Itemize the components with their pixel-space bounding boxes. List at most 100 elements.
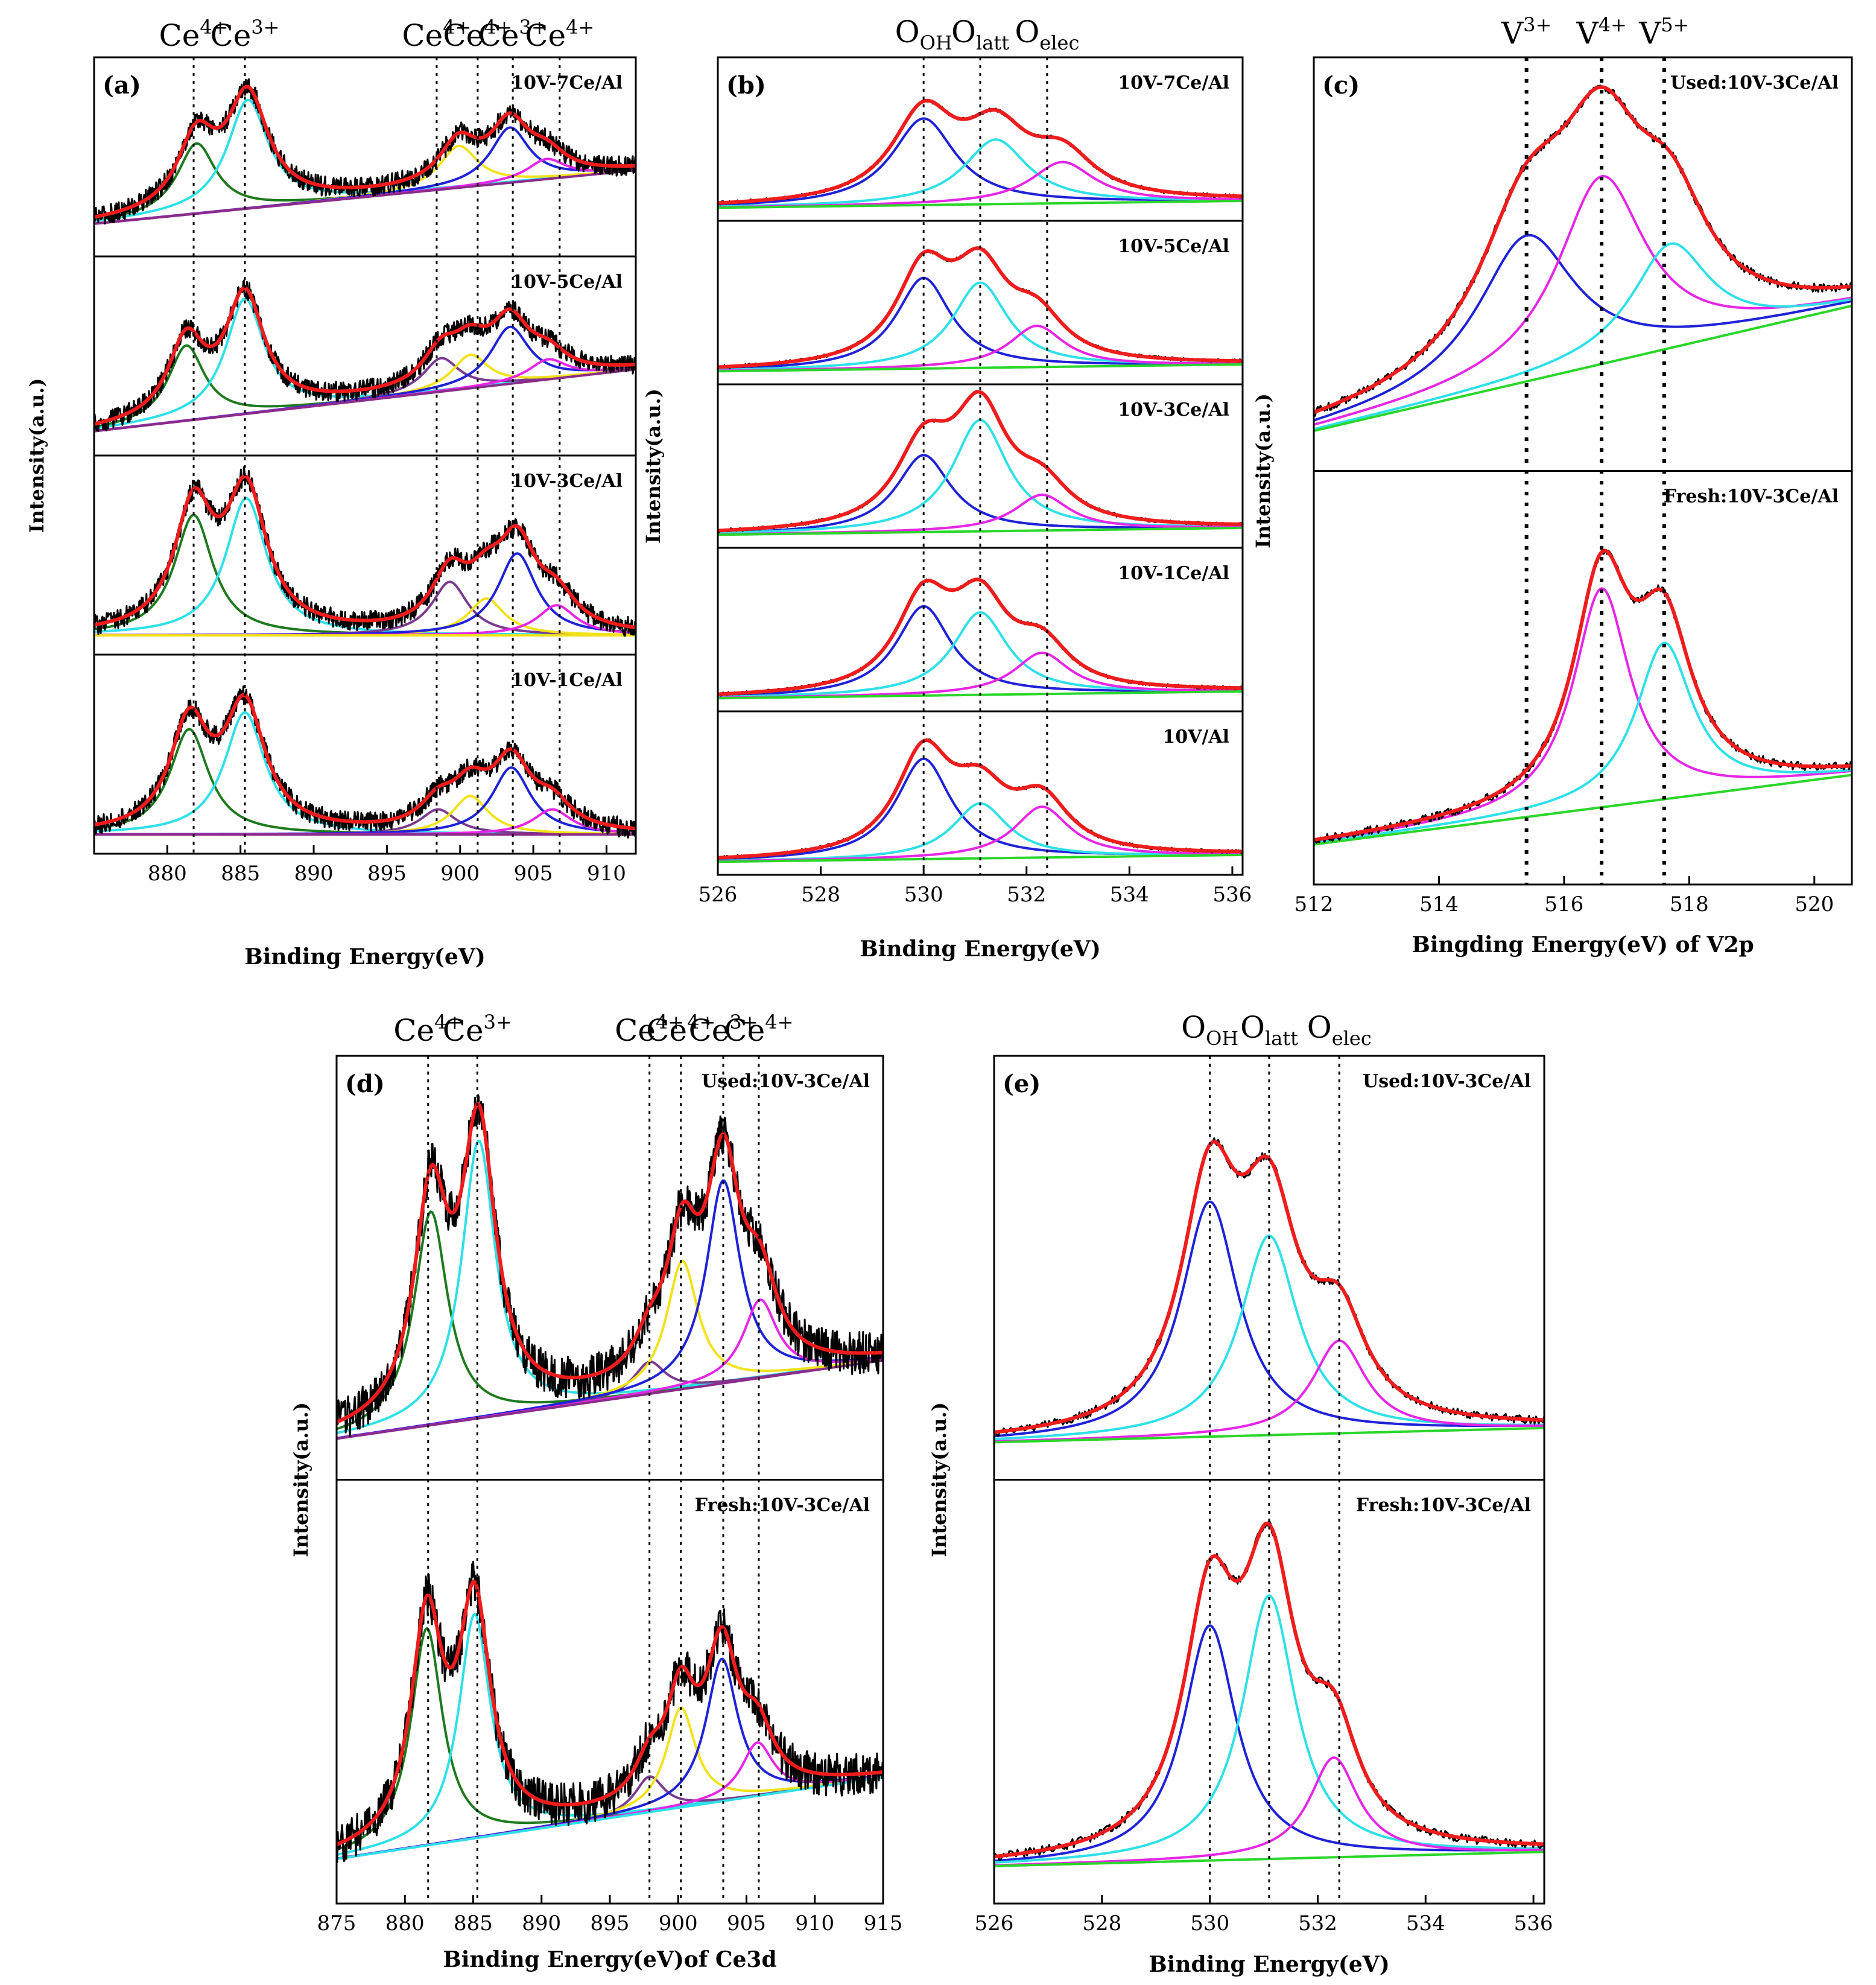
x-tick-label-c-1: 512 xyxy=(1295,892,1334,916)
raw-data-a-2 xyxy=(93,279,636,432)
species-label-d-5: Ce3+ xyxy=(688,1011,758,1048)
species-label-a-3: Ce4+ xyxy=(402,16,471,53)
subplot-c-2: Fresh:10V-3Ce/Al xyxy=(1313,486,1853,846)
plot-frame-c xyxy=(1313,56,1853,886)
baseline-b-3 xyxy=(718,526,1243,536)
panel-c: Used:10V-3Ce/Al Fresh:10V-3Ce/Al 512 514 516… xyxy=(1252,13,1853,958)
x-tick-label-c-4: 518 xyxy=(1670,892,1709,916)
x-tick-label-b-1: 526 xyxy=(699,883,738,907)
x-tick-label-b-4: 532 xyxy=(1007,883,1046,907)
species-label-a-5: Ce3+ xyxy=(478,16,548,53)
x-tick-label-a-7: 910 xyxy=(587,862,626,886)
baseline-d-2 xyxy=(336,1776,884,1861)
x-tick-label-a-2: 885 xyxy=(221,862,260,886)
subplot-label-d-2: Fresh:10V-3Ce/Al xyxy=(695,1495,870,1516)
subplot-c-1: Used:10V-3Ce/Al xyxy=(1313,72,1853,433)
panel-label-b: (b) xyxy=(726,71,766,100)
peak-b-4-1 xyxy=(717,605,1243,697)
envelope-d-2 xyxy=(335,1580,884,1846)
peak-b-3-2 xyxy=(717,419,1243,535)
subplot-label-b-3: 10V-3Ce/Al xyxy=(1118,399,1229,421)
subplot-a-1: 10V-7Ce/Al xyxy=(93,72,637,225)
peak-c-2-1 xyxy=(1313,587,1852,843)
species-label-a-1: Ce4+ xyxy=(159,16,229,53)
y-axis-label-e: Intensity(a.u.) xyxy=(928,1402,951,1557)
envelope-c-2 xyxy=(1313,548,1852,842)
raw-data-c-2 xyxy=(1313,548,1853,844)
panel-e: Used:10V-3Ce/Al Fresh:10V-3Ce/Al 526 528 530… xyxy=(928,1010,1553,1977)
species-label-d-4: Ce4+ xyxy=(646,1011,715,1048)
x-tick-label-e-3: 530 xyxy=(1190,1911,1229,1936)
x-tick-label-d-7: 905 xyxy=(727,1911,766,1936)
peak-e-2-2 xyxy=(993,1594,1544,1864)
subplot-a-2: 10V-5Ce/Al xyxy=(93,272,636,433)
y-axis-label-a: Intensity(a.u.) xyxy=(25,378,48,533)
subplot-label-c-2: Fresh:10V-3Ce/Al xyxy=(1664,486,1839,507)
x-tick-label-d-5: 895 xyxy=(591,1911,630,1936)
x-tick-label-a-3: 890 xyxy=(294,862,334,886)
x-axis-label-b: Binding Energy(eV) xyxy=(860,936,1100,962)
plot-frame-a xyxy=(93,56,637,855)
peak-c-2-2 xyxy=(1313,641,1852,845)
x-tick-label-b-2: 528 xyxy=(801,883,840,907)
x-tick-label-c-2: 514 xyxy=(1419,892,1459,916)
baseline-b-2 xyxy=(718,363,1243,373)
subplot-d-1: Used:10V-3Ce/Al xyxy=(335,1071,884,1440)
peak-b-2-1 xyxy=(717,276,1243,370)
species-label-d-1: Ce4+ xyxy=(393,1011,463,1048)
x-tick-label-e-2: 528 xyxy=(1082,1911,1121,1936)
envelope-b-4 xyxy=(717,577,1243,696)
subplot-label-e-2: Fresh:10V-3Ce/Al xyxy=(1356,1495,1531,1516)
species-label-a-4: Ce4+ xyxy=(443,16,512,53)
species-label-a-6: Ce4+ xyxy=(525,16,594,53)
envelope-c-1 xyxy=(1313,85,1852,414)
raw-data-c-1 xyxy=(1313,84,1853,417)
x-tick-label-d-2: 880 xyxy=(385,1911,425,1936)
species-label-c-3: V5+ xyxy=(1638,13,1689,51)
plot-frame-e xyxy=(993,1055,1545,1905)
subplot-d-2: Fresh:10V-3Ce/Al xyxy=(335,1495,884,1863)
envelope-a-4 xyxy=(93,693,636,831)
baseline-a-2 xyxy=(93,368,636,433)
panel-label-c: (c) xyxy=(1322,71,1360,100)
species-label-d-2: Ce3+ xyxy=(443,1011,512,1048)
subplot-label-a-4: 10V-1Ce/Al xyxy=(511,670,623,691)
x-tick-label-d-1: 875 xyxy=(317,1911,357,1936)
envelope-a-3 xyxy=(93,474,636,629)
x-tick-label-c-5: 520 xyxy=(1795,892,1834,916)
raw-data-a-1 xyxy=(93,78,637,225)
subplot-b-1: 10V-7Ce/Al xyxy=(717,72,1244,209)
x-tick-label-e-4: 532 xyxy=(1298,1911,1337,1936)
subplot-e-2: Fresh:10V-3Ce/Al xyxy=(993,1495,1545,1867)
peak-c-1-1 xyxy=(1313,233,1852,422)
peak-b-3-1 xyxy=(718,454,1243,534)
subplot-label-a-1: 10V-7Ce/Al xyxy=(511,72,623,94)
x-tick-label-d-3: 885 xyxy=(454,1911,493,1936)
panel-label-d: (d) xyxy=(345,1070,385,1098)
species-label-a-2: Ce3+ xyxy=(210,16,279,53)
species-label-c-1: V3+ xyxy=(1501,13,1551,51)
subplot-b-5: 10V/Al xyxy=(717,726,1244,863)
species-label-b-3: Oelec xyxy=(1015,14,1079,54)
subplot-label-a-3: 10V-3Ce/Al xyxy=(511,471,623,492)
panel-d: Used:10V-3Ce/Al Fresh:10V-3Ce/Al 875 880 885… xyxy=(290,1011,902,1972)
x-axis-label-a: Binding Energy(eV) xyxy=(244,944,485,970)
peak-b-1-2 xyxy=(717,138,1243,208)
species-label-e-3: Oelec xyxy=(1307,1010,1372,1050)
x-tick-label-d-9: 915 xyxy=(864,1911,903,1936)
subplot-a-3: 10V-3Ce/Al xyxy=(93,466,637,637)
subplot-label-b-1: 10V-7Ce/Al xyxy=(1118,72,1229,94)
subplot-a-4: 10V-1Ce/Al xyxy=(93,670,637,839)
y-axis-label-b: Intensity(a.u.) xyxy=(642,389,665,544)
x-axis-label-d: Binding Energy(eV)of Ce3d xyxy=(443,1947,776,1972)
baseline-e-2 xyxy=(993,1850,1545,1867)
baseline-c-1 xyxy=(1313,304,1852,433)
y-axis-label-c: Intensity(a.u.) xyxy=(1252,393,1275,548)
x-tick-label-c-3: 516 xyxy=(1544,892,1583,916)
x-tick-label-d-4: 890 xyxy=(522,1911,561,1936)
x-axis-label-c: Bingding Energy(eV) of V2p xyxy=(1412,932,1754,958)
subplot-label-e-1: Used:10V-3Ce/Al xyxy=(1363,1071,1531,1092)
x-tick-label-d-6: 900 xyxy=(659,1911,698,1936)
x-tick-label-a-1: 880 xyxy=(148,862,187,886)
